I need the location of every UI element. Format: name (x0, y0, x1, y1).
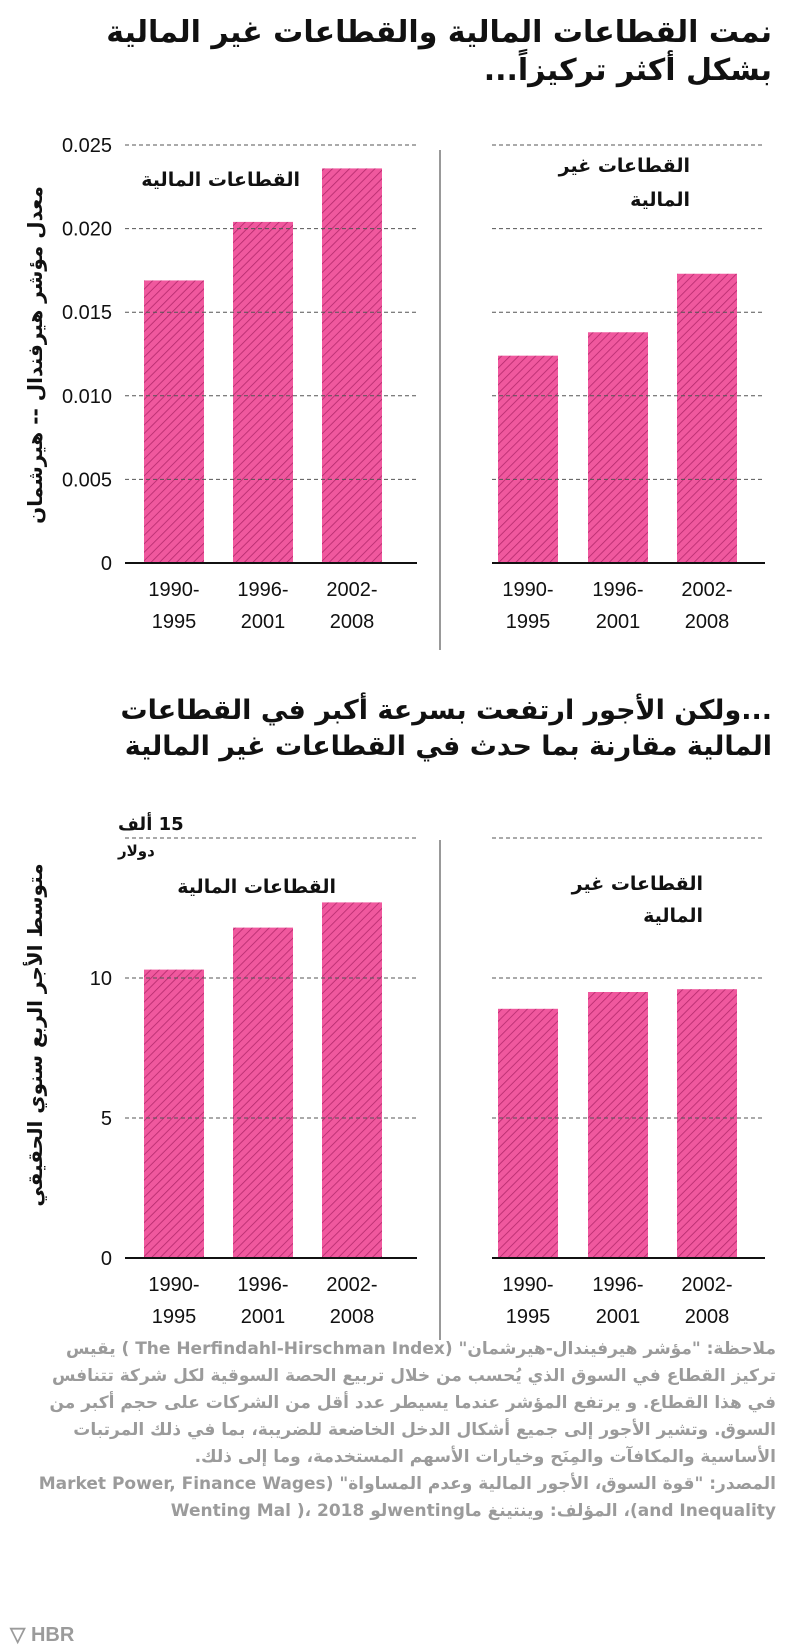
x-tick-label: 1995 (152, 611, 197, 633)
bar (233, 221, 293, 564)
hbr-logo: ▽ HBR (10, 1624, 75, 1646)
y-axis-title: معدل مؤشر هيرفندال -- هيرشمان (23, 186, 47, 524)
x-tick-label: 2008 (330, 1306, 375, 1328)
bar (498, 1008, 558, 1258)
y-tick-label: 0 (101, 553, 112, 575)
hbr-logo-text: HBR (30, 1624, 75, 1646)
bar (144, 280, 204, 563)
y-axis-title: متوسط الأجر الربع سنوي الحقيقي (22, 863, 48, 1206)
source-text: المصدر: "قوة السوق، الأجور المالية وعدم … (38, 1474, 776, 1521)
chart-title-top: نمت القطاعات المالية والقطاعات غير المال… (106, 15, 772, 88)
bar (322, 902, 382, 1258)
x-tick-label: 1990- (502, 1274, 553, 1296)
y-tick-label: 0.015 (62, 302, 112, 324)
bar (677, 273, 737, 563)
panel-label: القطاعات المالية (177, 876, 336, 898)
x-tick-label: 2001 (596, 1306, 641, 1328)
x-tick-label: 1996- (592, 1274, 643, 1296)
y-tick-label: 0.010 (62, 386, 112, 408)
y-unit-label: دولار (117, 842, 155, 860)
x-tick-label: 2001 (596, 611, 641, 633)
x-tick-label: 2002- (326, 579, 377, 601)
x-tick-label: 1996- (237, 579, 288, 601)
x-tick-label: 2008 (330, 611, 375, 633)
y-tick-label: 0.005 (62, 469, 112, 491)
bar (322, 168, 382, 563)
x-tick-label: 2001 (241, 1306, 286, 1328)
x-tick-label: 1990- (148, 1274, 199, 1296)
note-text: ملاحظة: "مؤشر هيرفيندال-هيرشمان" (The He… (49, 1339, 776, 1467)
bar (144, 969, 204, 1258)
y-tick-label: 5 (101, 1108, 112, 1130)
x-tick-label: 2002- (681, 579, 732, 601)
x-tick-label: 1990- (502, 579, 553, 601)
panel-label: المالية (630, 189, 690, 211)
panel-label: القطاعات المالية (141, 169, 300, 191)
bar (588, 332, 648, 563)
x-tick-label: 2008 (685, 1306, 730, 1328)
x-tick-label: 2001 (241, 611, 286, 633)
x-tick-label: 1990- (148, 579, 199, 601)
x-tick-label: 1996- (237, 1274, 288, 1296)
y-tick-label: 10 (90, 968, 112, 990)
x-tick-label: 1995 (152, 1306, 197, 1328)
x-tick-label: 2008 (685, 611, 730, 633)
x-tick-label: 2002- (326, 1274, 377, 1296)
bar (588, 992, 648, 1258)
y-tick-label: 0 (101, 1248, 112, 1270)
panel-label: القطاعات غير (571, 873, 703, 895)
y-tick-label: 0.025 (62, 135, 112, 157)
x-tick-label: 2002- (681, 1274, 732, 1296)
bar (233, 927, 293, 1258)
x-tick-label: 1995 (506, 1306, 551, 1328)
bar (677, 989, 737, 1258)
bar (498, 355, 558, 563)
chart-title-bottom: ...ولكن الأجور ارتفعت بسرعة أكبر في القط… (120, 695, 772, 762)
notes-block: ملاحظة: "مؤشر هيرفيندال-هيرشمان" (The He… (26, 1336, 776, 1525)
x-tick-label: 1995 (506, 611, 551, 633)
panel-label: القطاعات غير (558, 155, 690, 177)
y-tick-label: 0.020 (62, 219, 112, 241)
y-unit-label: 15 ألف (118, 812, 184, 835)
x-tick-label: 1996- (592, 579, 643, 601)
panel-label: المالية (643, 905, 703, 927)
